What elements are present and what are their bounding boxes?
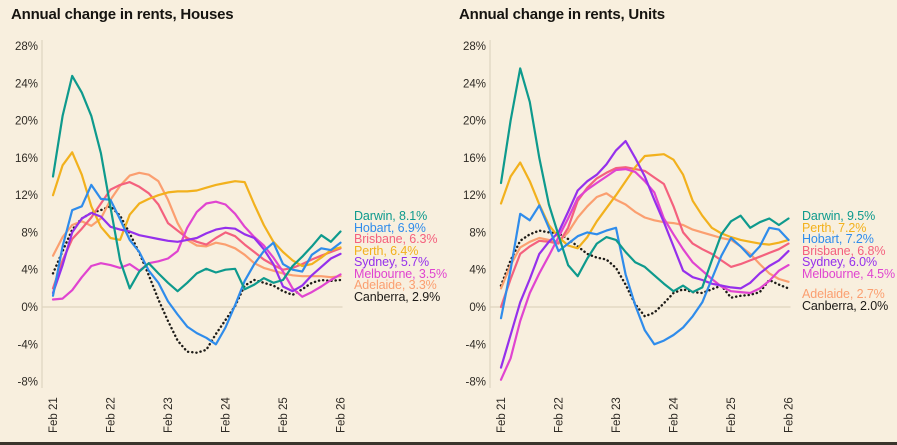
series-adelaide-line bbox=[51, 171, 342, 279]
legend-item-sydney: Sydney, 6.0% bbox=[802, 255, 878, 269]
series-melbourne-line bbox=[51, 200, 342, 301]
legend-item-melbourne: Melbourne, 3.5% bbox=[354, 266, 448, 281]
y-tick-label: 16% bbox=[15, 153, 38, 165]
series-hobart-line bbox=[51, 183, 342, 346]
houses-legend: Darwin, 8.1% Hobart, 6.9% Brisbane, 6.3% Pe… bbox=[354, 209, 448, 304]
y-tick-label: 28% bbox=[463, 41, 486, 53]
x-tick-label: Feb 22 bbox=[106, 397, 118, 433]
y-tick-label: -4% bbox=[18, 339, 38, 351]
y-tick-label: 28% bbox=[15, 41, 38, 53]
y-tick-label: -8% bbox=[466, 377, 486, 389]
x-tick-label: Feb 21 bbox=[496, 397, 508, 433]
legend-item-darwin: Darwin, 9.5% bbox=[802, 209, 876, 223]
y-tick-label: 8% bbox=[469, 227, 486, 239]
series-hobart-line bbox=[499, 204, 790, 346]
x-tick-label: Feb 21 bbox=[48, 397, 60, 433]
units-chart-title: Annual change in rents, Units bbox=[459, 6, 665, 23]
legend-item-adelaide: Adelaide, 2.7% bbox=[802, 287, 885, 301]
bottom-bar bbox=[0, 442, 897, 445]
x-tick-label: Feb 26 bbox=[336, 397, 348, 433]
series-melbourne-line bbox=[499, 168, 790, 381]
y-tick-label: 20% bbox=[15, 116, 38, 128]
y-tick-label: -4% bbox=[466, 339, 486, 351]
legend-item-perth: Perth, 6.4% bbox=[354, 243, 419, 258]
units-legend: Darwin, 9.5% Perth, 7.2% Hobart, 7.2% Brisb… bbox=[802, 209, 896, 313]
legend-item-sydney: Sydney, 5.7% bbox=[354, 255, 430, 269]
series-perth-line bbox=[51, 151, 342, 268]
legend-item-canberra: Canberra, 2.9% bbox=[354, 289, 441, 304]
series-canberra-line bbox=[51, 205, 342, 354]
y-tick-label: 0% bbox=[469, 302, 486, 314]
houses-chart-svg: 28% 24% 20% 16% 12% 8% 4% 0% -4% -8% Feb 21 Feb 22 F… bbox=[15, 40, 348, 433]
series-darwin-line bbox=[499, 67, 790, 294]
houses-chart-panel: Annual change in rents, Houses 28% 24% 20%… bbox=[0, 0, 448, 445]
legend-item-darwin: Darwin, 8.1% bbox=[354, 209, 428, 223]
x-tick-label: Feb 26 bbox=[784, 397, 796, 433]
legend-item-hobart: Hobart, 6.9% bbox=[354, 220, 426, 235]
x-tick-label: Feb 22 bbox=[554, 397, 566, 433]
series-sydney-line bbox=[499, 140, 790, 369]
y-tick-label: 24% bbox=[463, 78, 486, 90]
x-tick-label: Feb 25 bbox=[278, 397, 290, 433]
legend-item-hobart: Hobart, 7.2% bbox=[802, 232, 874, 246]
units-chart-svg: 28% 24% 20% 16% 12% 8% 4% 0% -4% -8% Feb 21 Feb 22 F… bbox=[463, 40, 796, 433]
series-perth-line bbox=[499, 153, 790, 250]
y-tick-label: 12% bbox=[463, 190, 486, 202]
x-tick-label: Feb 23 bbox=[163, 397, 175, 433]
legend-item-brisbane: Brisbane, 6.3% bbox=[354, 232, 438, 246]
y-tick-label: 4% bbox=[469, 265, 486, 277]
y-tick-label: 4% bbox=[21, 265, 38, 277]
units-chart-panel: Annual change in rents, Units 28% 24% 20% 1… bbox=[448, 0, 897, 445]
y-tick-label: 16% bbox=[463, 153, 486, 165]
y-tick-label: 24% bbox=[15, 78, 38, 90]
series-darwin-line bbox=[51, 74, 342, 293]
legend-item-melbourne: Melbourne, 4.5% bbox=[802, 266, 896, 281]
legend-item-brisbane: Brisbane, 6.8% bbox=[802, 243, 886, 258]
y-tick-label: -8% bbox=[18, 377, 38, 389]
y-tick-label: 12% bbox=[15, 190, 38, 202]
x-tick-label: Feb 23 bbox=[611, 397, 623, 433]
y-tick-label: 0% bbox=[21, 302, 38, 314]
x-tick-label: Feb 24 bbox=[221, 397, 233, 433]
series-sydney-line bbox=[51, 211, 342, 295]
x-tick-label: Feb 24 bbox=[669, 397, 681, 433]
legend-item-adelaide: Adelaide, 3.3% bbox=[354, 278, 437, 292]
houses-chart-title: Annual change in rents, Houses bbox=[11, 6, 234, 23]
legend-item-perth: Perth, 7.2% bbox=[802, 220, 867, 235]
series-canberra-line bbox=[499, 229, 790, 318]
y-tick-label: 8% bbox=[21, 227, 38, 239]
legend-item-canberra: Canberra, 2.0% bbox=[802, 298, 889, 313]
x-tick-label: Feb 25 bbox=[726, 397, 738, 433]
y-tick-label: 20% bbox=[463, 116, 486, 128]
